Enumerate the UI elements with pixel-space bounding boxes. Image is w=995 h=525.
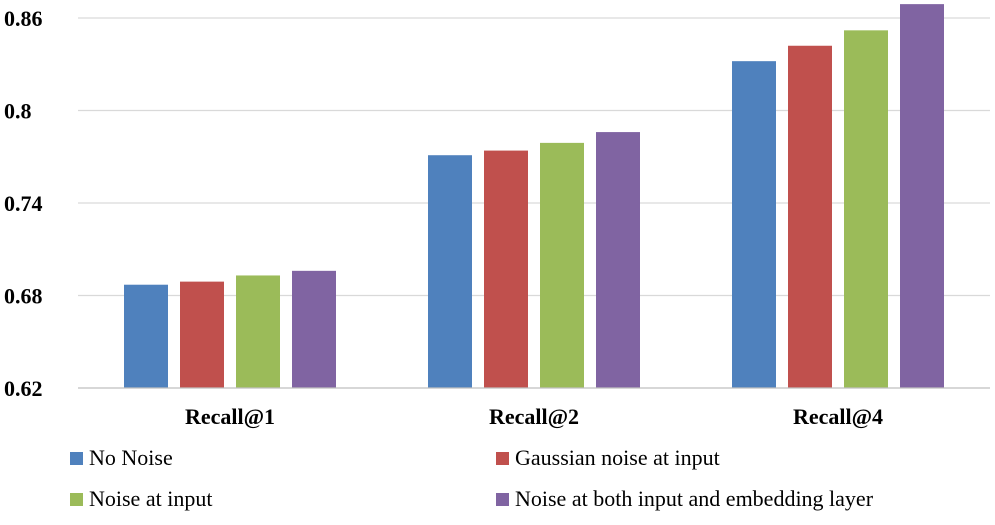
bar-noise-at-input-recall-2 [540,142,584,388]
bar-noise-at-both-input-and-embedding-layer-recall-4 [900,4,944,388]
x-axis-categories: Recall@1 Recall@2 Recall@4 [185,404,883,429]
bar-noise-at-both-input-and-embedding-layer-recall-1 [292,270,336,388]
y-tick-label: 0.74 [4,191,43,216]
legend-swatch [70,452,83,465]
y-tick-label: 0.86 [4,6,43,31]
legend: No Noise Gaussian noise at input Noise at … [70,445,874,511]
x-category-label: Recall@4 [793,404,883,429]
legend-label: Noise at both input and embedding layer [515,486,874,511]
x-category-label: Recall@2 [489,404,579,429]
bar-gaussian-noise-at-input-recall-4 [788,45,832,388]
legend-swatch [70,493,83,506]
bars [124,4,944,389]
legend-swatch [496,452,509,465]
y-axis-ticks: 0.62 0.68 0.74 0.8 0.86 [4,6,43,401]
bar-gaussian-noise-at-input-recall-1 [180,281,224,388]
legend-label: No Noise [89,445,173,470]
y-tick-label: 0.68 [4,284,43,309]
x-category-label: Recall@1 [185,404,275,429]
gridlines [78,17,990,297]
legend-swatch [496,493,509,506]
bar-gaussian-noise-at-input-recall-2 [484,150,528,388]
legend-label: Noise at input [89,486,212,511]
y-tick-label: 0.62 [4,376,43,401]
bar-noise-at-input-recall-4 [844,30,888,388]
bar-no-noise-recall-4 [732,61,776,389]
legend-label: Gaussian noise at input [515,445,720,470]
y-tick-label: 0.8 [4,99,32,124]
bar-noise-at-input-recall-1 [236,275,280,388]
bar-no-noise-recall-2 [428,155,472,388]
bar-noise-at-both-input-and-embedding-layer-recall-2 [596,132,640,388]
bar-no-noise-recall-1 [124,284,168,388]
